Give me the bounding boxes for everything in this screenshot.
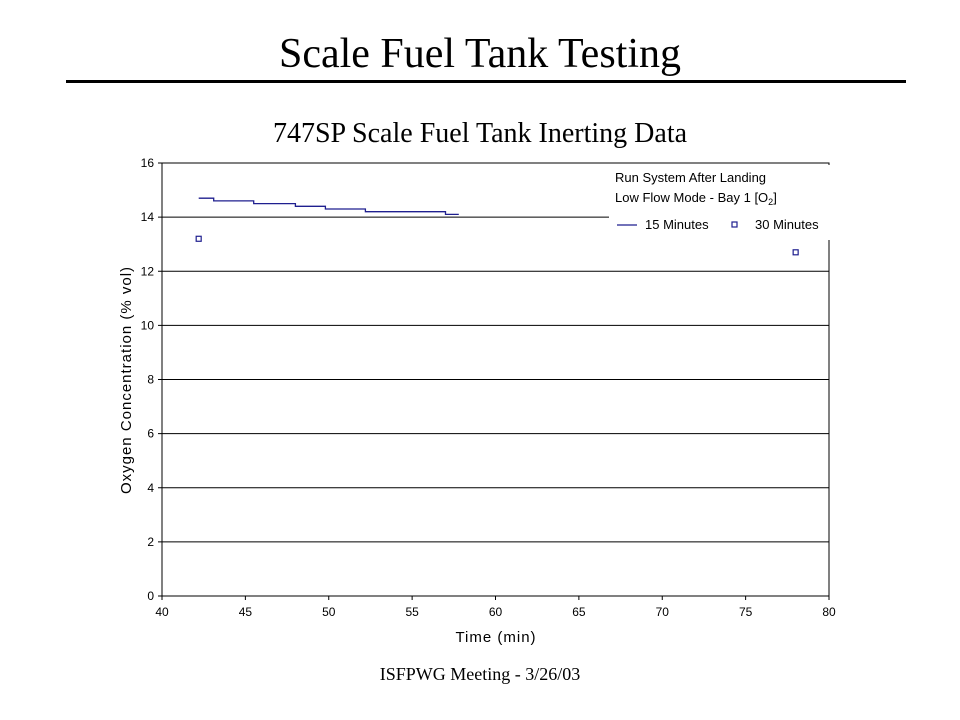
x-tick-label: 40: [155, 605, 169, 619]
legend-title-line-2-main: Low Flow Mode - Bay 1 [O: [615, 190, 768, 205]
legend: Run System After Landing Low Flow Mode -…: [609, 165, 831, 240]
tick-labels: 0 2 4 6 8 10 12 14 16 40 45 50 55 60 65 70 75 80: [141, 156, 836, 619]
title-divider: [66, 80, 906, 83]
x-tick-label: 80: [822, 605, 836, 619]
data-point-30-minutes: [792, 249, 799, 256]
x-tick-label: 65: [572, 605, 586, 619]
legend-title-subscript: 2: [768, 197, 773, 207]
x-tick-label: 75: [739, 605, 753, 619]
slide-footer: ISFPWG Meeting - 3/26/03: [379, 664, 581, 684]
data-point-30-minutes: [195, 235, 202, 242]
y-tick-label: 12: [141, 264, 155, 278]
y-tick-label: 14: [141, 210, 155, 224]
x-tick-label: 45: [239, 605, 253, 619]
y-tick-label: 10: [141, 318, 155, 332]
legend-label-15-minutes: 15 Minutes: [645, 217, 709, 232]
legend-title-line-2: Low Flow Mode - Bay 1 [O2]: [615, 190, 777, 207]
x-tick-label: 70: [656, 605, 670, 619]
series-line-15-minutes: [198, 197, 459, 216]
x-tick-label: 60: [489, 605, 503, 619]
legend-label-30-minutes: 30 Minutes: [755, 217, 819, 232]
chart-title: 747SP Scale Fuel Tank Inerting Data: [272, 118, 688, 149]
y-axis-label: Oxygen Concentration (% vol): [118, 266, 135, 494]
y-tick-label: 16: [141, 156, 155, 170]
y-tick-label: 8: [147, 373, 154, 387]
x-axis-label: Time (min): [455, 629, 536, 646]
y-tick-label: 2: [147, 535, 154, 549]
axes: [158, 162, 830, 600]
legend-title-line-1: Run System After Landing: [615, 170, 766, 185]
slide-title: Scale Fuel Tank Testing: [278, 31, 681, 77]
x-tick-label: 50: [322, 605, 336, 619]
x-tick-label: 55: [405, 605, 419, 619]
y-tick-label: 4: [147, 481, 154, 495]
legend-title-close: ]: [773, 190, 777, 205]
y-tick-label: 6: [147, 427, 154, 441]
y-tick-label: 0: [147, 589, 154, 603]
legend-box: [609, 165, 831, 240]
plot-area-border: [161, 162, 830, 597]
legend-swatch-30-minutes: [731, 221, 738, 228]
data-series: [195, 197, 799, 256]
